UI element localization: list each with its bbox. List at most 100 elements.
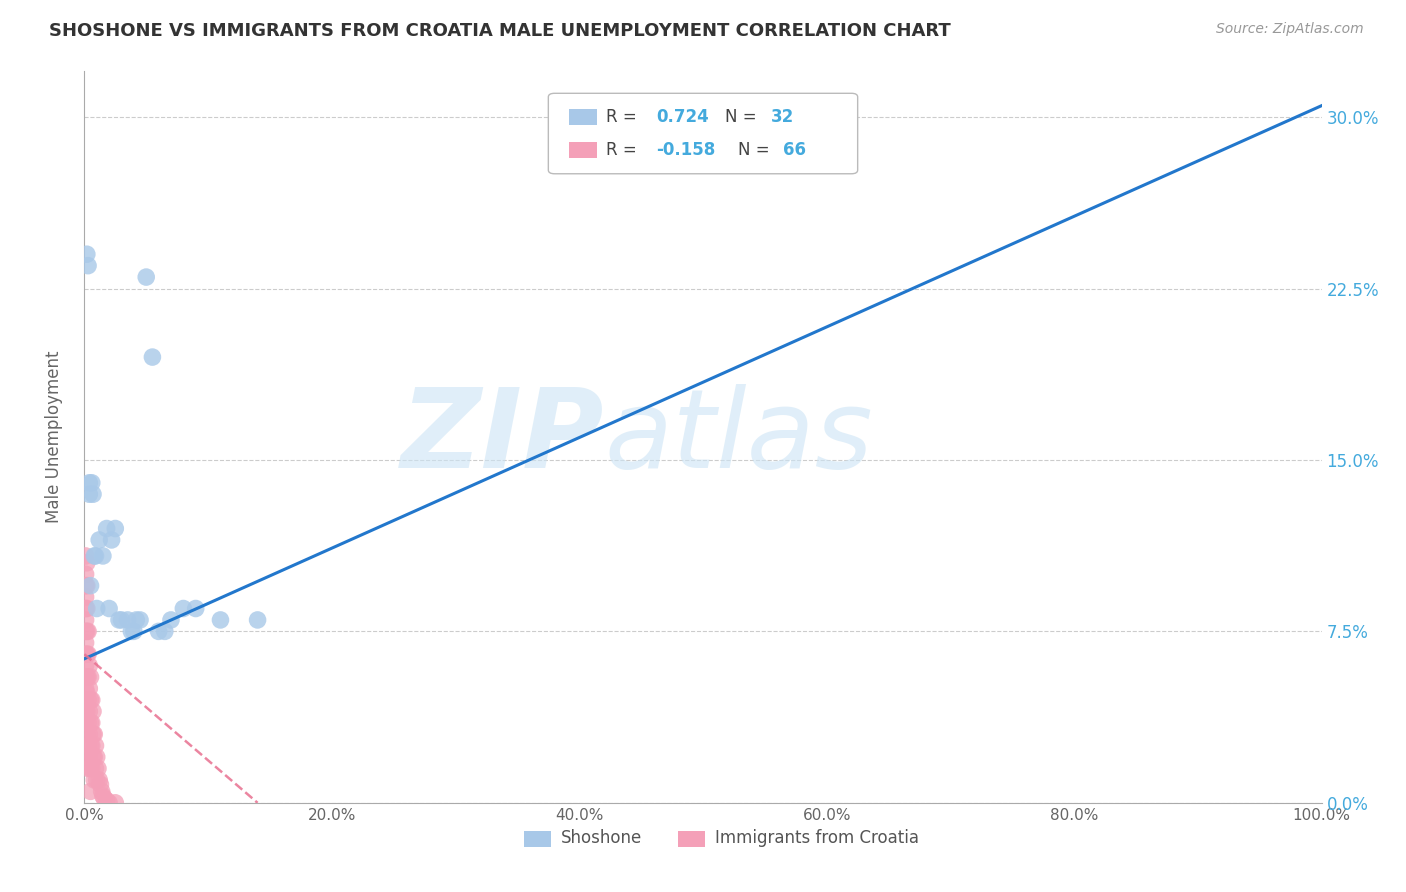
Bar (678, 830, 706, 847)
Point (110, 613, 132, 627)
Point (82, 727, 104, 741)
Point (79, 475, 101, 490)
Point (80, 762, 103, 776)
Point (122, 624, 145, 639)
Point (93, 791, 115, 805)
Point (75, 601, 97, 615)
Point (79, 715, 101, 730)
Point (104, 521, 127, 535)
Point (86, 750, 108, 764)
Point (79, 658, 101, 673)
Point (76, 705, 98, 719)
Point (76, 670, 98, 684)
Point (77, 715, 100, 730)
Point (75, 636, 97, 650)
Point (96, 521, 118, 535)
Point (77, 762, 100, 776)
Point (76, 686, 98, 700)
Point (79, 705, 101, 719)
Text: R =: R = (606, 141, 643, 159)
Point (79, 784, 101, 798)
Point (77, 647, 100, 661)
Text: Immigrants from Croatia: Immigrants from Croatia (716, 829, 920, 847)
Point (98, 796, 121, 810)
Point (89, 772, 111, 787)
Point (83, 727, 105, 741)
Point (83, 750, 105, 764)
Point (75, 624, 97, 639)
Point (246, 613, 269, 627)
Point (79, 670, 101, 684)
Point (87, 762, 110, 776)
Point (75, 681, 97, 696)
Point (117, 613, 139, 627)
Point (76, 247, 98, 261)
Point (108, 613, 131, 627)
Point (129, 613, 152, 627)
Point (76, 727, 98, 741)
Text: 66: 66 (783, 141, 807, 159)
Bar (569, 142, 596, 158)
Point (82, 750, 104, 764)
Point (77, 693, 100, 707)
Point (84, 762, 107, 776)
Point (76, 556, 98, 570)
FancyBboxPatch shape (548, 94, 858, 174)
Point (79, 750, 101, 764)
Point (83, 772, 105, 787)
Point (89, 778, 111, 792)
Point (91, 549, 114, 563)
Point (98, 601, 121, 615)
Point (76, 624, 98, 639)
Point (90, 784, 112, 798)
Text: N =: N = (725, 109, 762, 127)
Point (135, 270, 157, 285)
Point (100, 533, 122, 547)
Text: SHOSHONE VS IMMIGRANTS FROM CROATIA MALE UNEMPLOYMENT CORRELATION CHART: SHOSHONE VS IMMIGRANTS FROM CROATIA MALE… (49, 22, 950, 40)
Point (75, 670, 97, 684)
Point (75, 579, 97, 593)
Text: N =: N = (738, 141, 775, 159)
Point (76, 750, 98, 764)
Point (79, 727, 101, 741)
Point (75, 693, 97, 707)
Point (84, 739, 107, 753)
Point (79, 487, 101, 501)
Text: ZIP: ZIP (401, 384, 605, 491)
Point (79, 681, 101, 696)
Point (79, 579, 101, 593)
Point (125, 613, 148, 627)
Point (79, 739, 101, 753)
Point (75, 705, 97, 719)
Point (120, 624, 142, 639)
Point (148, 624, 170, 639)
Text: atlas: atlas (605, 384, 873, 491)
Point (76, 601, 98, 615)
Point (84, 549, 107, 563)
Point (82, 487, 104, 501)
Point (153, 624, 176, 639)
Point (76, 647, 98, 661)
Point (75, 549, 97, 563)
Point (80, 739, 103, 753)
Point (75, 647, 97, 661)
Point (75, 658, 97, 673)
Point (75, 613, 97, 627)
Text: R =: R = (606, 109, 643, 127)
Point (79, 693, 101, 707)
Y-axis label: Male Unemployment: Male Unemployment (45, 351, 63, 524)
Point (82, 705, 104, 719)
Point (96, 793, 118, 807)
Point (79, 762, 101, 776)
Point (160, 613, 183, 627)
Point (77, 259, 100, 273)
Point (80, 693, 103, 707)
Point (141, 350, 163, 364)
Point (91, 789, 114, 803)
Text: Shoshone: Shoshone (561, 829, 643, 847)
Text: Source: ZipAtlas.com: Source: ZipAtlas.com (1216, 22, 1364, 37)
Point (77, 670, 100, 684)
Point (184, 601, 207, 615)
Point (83, 549, 105, 563)
Point (86, 772, 108, 787)
